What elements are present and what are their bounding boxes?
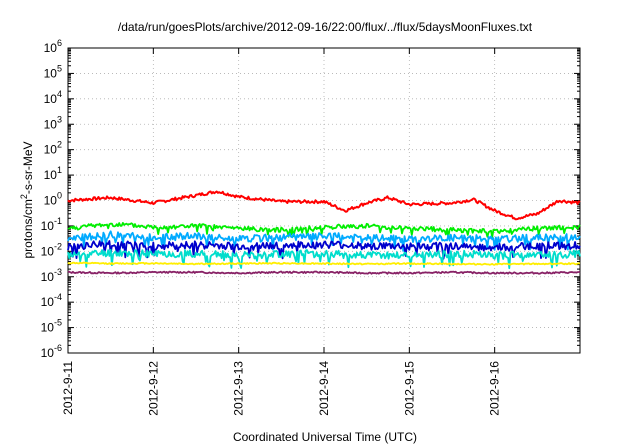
- y-tick-label: 10-4: [41, 292, 62, 309]
- x-tick-label: 2012-9-11: [61, 361, 75, 415]
- y-tick-label: 10-6: [41, 343, 62, 360]
- y-axis-title-post: -s-sr-MeV: [21, 141, 35, 194]
- y-axis-title-pre: protons/cm: [21, 199, 35, 258]
- series-line-7: [67, 270, 581, 275]
- x-tick-label: 2012-9-16: [488, 361, 502, 416]
- series-line-1: [67, 190, 581, 221]
- series-line-6: [67, 261, 581, 266]
- y-tick-label: 103: [44, 114, 62, 131]
- x-tick-label: 2012-9-12: [146, 361, 160, 416]
- series-line-4: [67, 240, 581, 260]
- series-group: [67, 190, 581, 275]
- y-tick-labels: 10-6 10-5 10-4 10-3 10-2 10-1 100 101 102 103 104 1…: [41, 38, 62, 360]
- series-line-2: [67, 222, 581, 239]
- y-tick-label: 106: [44, 38, 62, 55]
- y-tick-label: 10-5: [41, 318, 62, 335]
- y-tick-label: 101: [44, 165, 62, 182]
- x-tick-labels: 2012-9-11 2012-9-12 2012-9-13 2012-9-14 2012…: [61, 361, 502, 416]
- y-tick-label: 105: [44, 63, 62, 80]
- y-tick-label: 104: [44, 89, 62, 106]
- x-tick-label: 2012-9-13: [232, 361, 246, 416]
- chart-title: /data/run/goesPlots/archive/2012-09-16/2…: [118, 20, 533, 34]
- series-line-5: [67, 249, 581, 270]
- y-tick-label: 10-2: [41, 241, 62, 258]
- y-axis-title-sup: 2: [19, 194, 29, 199]
- x-tick-label: 2012-9-14: [317, 361, 331, 416]
- y-tick-label: 10-3: [41, 267, 62, 284]
- y-tick-label: 10-1: [41, 216, 62, 233]
- axis-ticks: [67, 47, 580, 354]
- y-tick-label: 102: [44, 140, 62, 157]
- x-tick-label: 2012-9-15: [402, 361, 416, 416]
- x-axis-title: Coordinated Universal Time (UTC): [233, 430, 417, 444]
- series-line-3: [67, 230, 581, 252]
- y-axis-title: protons/cm2-s-sr-MeV: [19, 141, 35, 258]
- y-tick-label: 100: [44, 191, 62, 208]
